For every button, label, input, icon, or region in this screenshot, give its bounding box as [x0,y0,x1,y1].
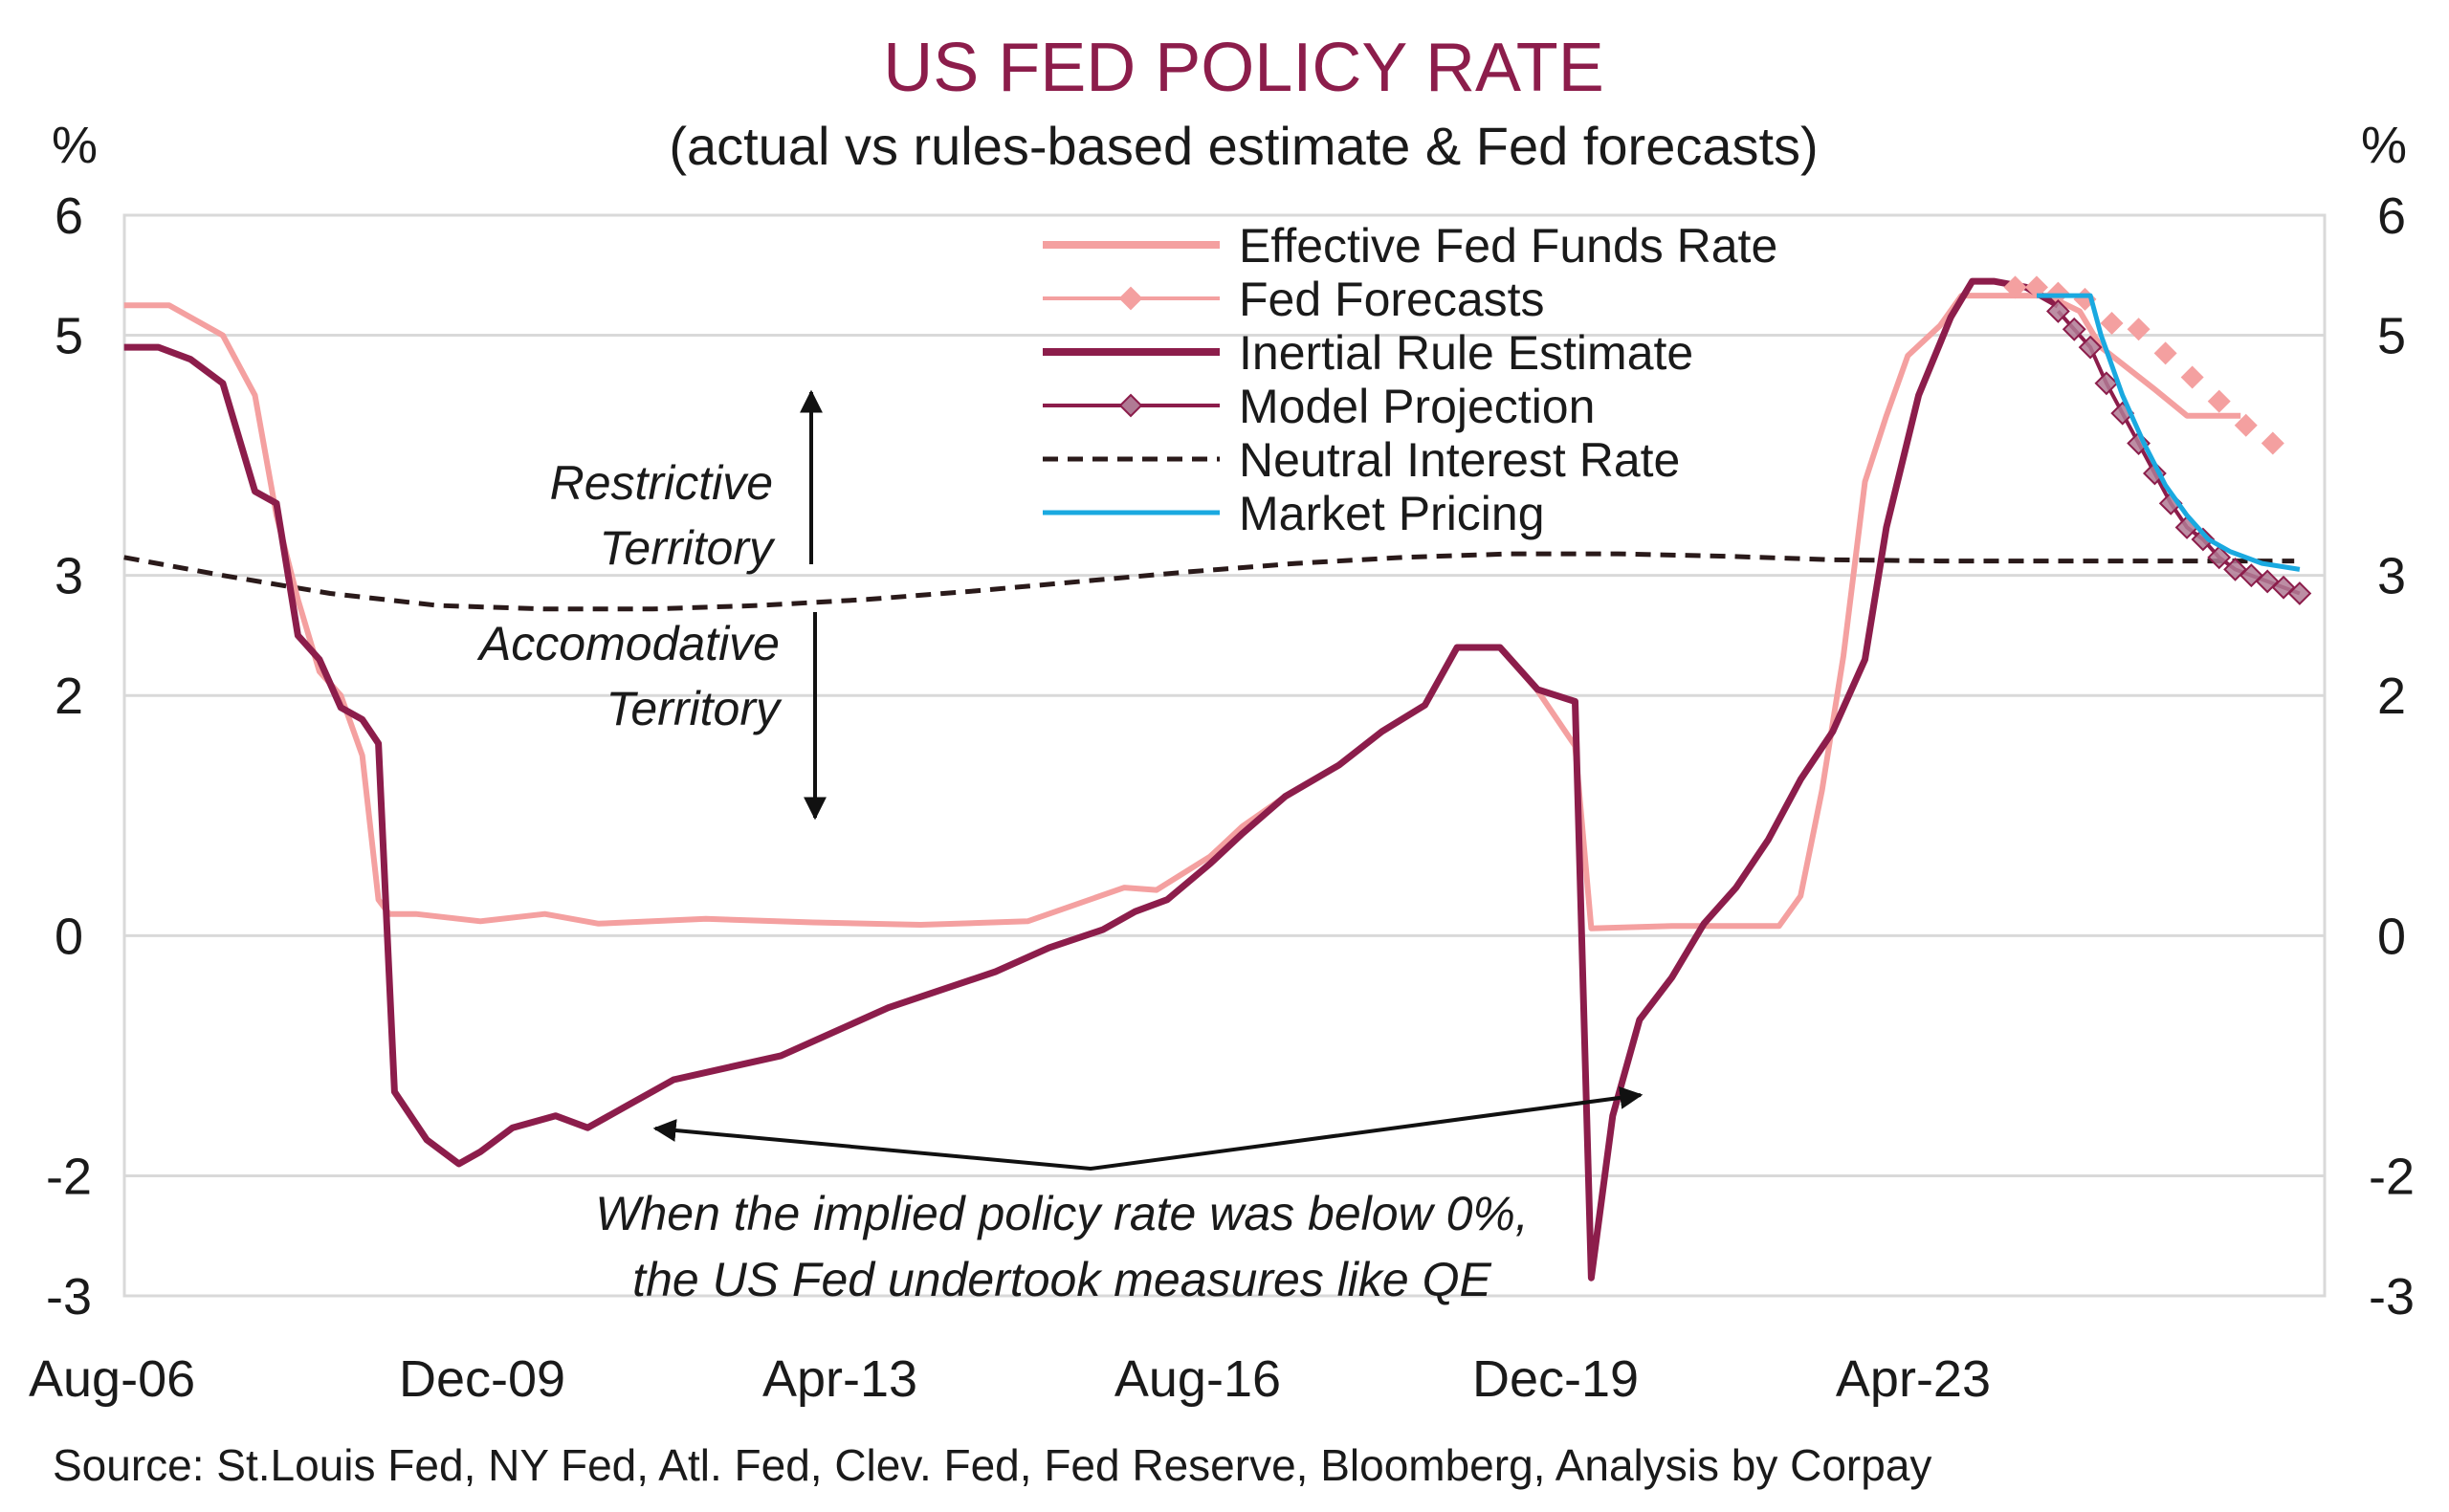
series-inertial-rule-estimate [123,277,2061,1282]
y-tick-right-label: 5 [2377,308,2406,365]
y-axis-right: -3 -2 0 2 3 5 6 [2369,187,2415,1326]
model-projection-point [2287,581,2312,605]
y-tick-right-label: 2 [2377,668,2406,725]
legend-label-neutral-interest-rate: Neutral Interest Rate [1239,433,1680,487]
annotation-restrictive-1: Restrictive [550,456,773,510]
model-projection-point [2062,317,2086,341]
annotation-qe-1: When the implied policy rate was below 0… [595,1187,1528,1240]
fed-forecast-point [2261,431,2284,455]
model-projection-point [2046,299,2070,323]
legend-label-market-pricing: Market Pricing [1239,487,1545,540]
legend-label-fed-forecasts: Fed Forecasts [1239,273,1545,326]
model-projection-point [2078,335,2103,360]
plot-frame [122,213,2327,1298]
y-tick-left-label: 2 [55,668,83,725]
fed-forecast-point [2024,275,2048,299]
x-tick-label: Apr-13 [762,1350,917,1408]
gridlines [124,213,2325,1298]
y-tick-left-label: -2 [46,1148,92,1205]
annotation-accomodative-2: Territory [606,682,783,735]
x-axis: Aug-06 Dec-09 Apr-13 Aug-16 Dec-19 Apr-23 [29,1350,1991,1408]
x-tick-label: Aug-06 [29,1350,195,1408]
legend-label-inertial-rule-estimate: Inertial Rule Estimate [1239,326,1693,380]
fed-forecast-point [2207,389,2231,413]
y-tick-right-label: 3 [2377,548,2406,605]
y-axis-left: -3 -2 0 2 3 5 6 [46,187,92,1326]
annotation-accomodative-1: Accomodative [476,617,780,670]
legend-label-effective-fed-funds-rate: Effective Fed Funds Rate [1239,219,1777,273]
y-tick-right-label: 0 [2377,908,2406,965]
y-tick-right-label: 6 [2377,187,2406,245]
fed-forecast-point [2153,341,2177,365]
arrow-qe [652,1085,1644,1172]
chart-title: US FED POLICY RATE [883,30,1604,106]
x-tick-label: Apr-23 [1836,1350,1991,1408]
model-projection-point [2207,545,2232,570]
x-tick-label: Aug-16 [1114,1350,1281,1408]
fed-forecast-point [2234,413,2258,437]
y-axis-unit-right: % [2361,117,2407,174]
legend-marker-fed-forecasts [1118,286,1143,311]
y-tick-left-label: 0 [55,908,83,965]
model-projection-point [2094,371,2119,396]
y-tick-right-label: -3 [2369,1268,2415,1326]
series-neutral-interest-rate [123,551,2295,612]
source-note: Source: St.Louis Fed, NY Fed, Atl. Fed, … [53,1440,1931,1490]
series-fed-forecasts [2003,275,2284,455]
fed-forecast-point [2180,365,2204,389]
model-projection-point [2191,527,2216,552]
chart-subtitle: (actual vs rules-based estimate & Fed fo… [669,116,1818,176]
series-layer [123,275,2312,1282]
fed-forecast-point [2127,318,2151,341]
fed-forecast-point [2100,312,2124,335]
legend-marker-model-projection [1118,393,1143,418]
y-tick-left-label: -3 [46,1268,92,1326]
fed-forecast-point [2003,275,2027,299]
annotation-restrictive-2: Territory [599,521,776,575]
legend-label-model-projection: Model Projection [1239,380,1595,433]
series-market-pricing [2037,293,2301,572]
y-tick-right-label: -2 [2369,1148,2415,1205]
x-tick-label: Dec-19 [1472,1350,1639,1408]
y-tick-left-label: 3 [55,548,83,605]
annotation-qe-2: the US Fed undertook measures like QE [632,1253,1491,1306]
x-tick-label: Dec-09 [399,1350,565,1408]
y-tick-left-label: 6 [55,187,83,245]
y-tick-left-label: 5 [55,308,83,365]
y-axis-unit-left: % [52,117,98,174]
annotations: Restrictive Territory Accomodative Terri… [476,389,1644,1306]
